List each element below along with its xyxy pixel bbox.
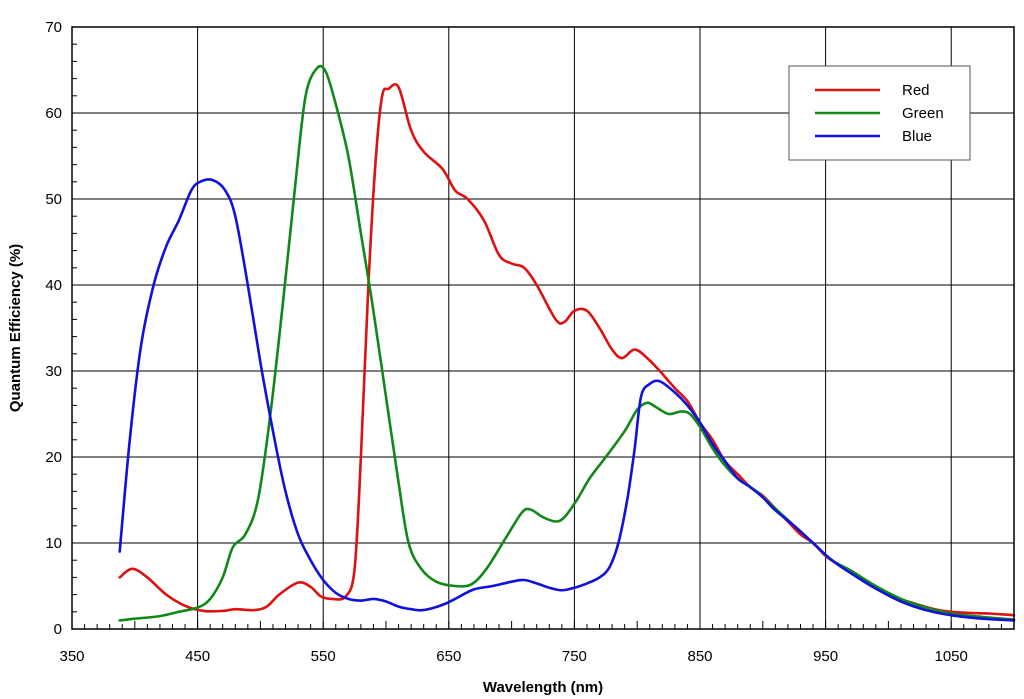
plot-frame (71, 26, 1015, 630)
x-tick-label: 350 (59, 648, 84, 665)
y-tick-label: 50 (45, 191, 62, 208)
y-tick-label: 10 (45, 535, 62, 552)
x-tick-label: 650 (436, 648, 461, 665)
y-tick-labels: 0 10 20 30 40 50 60 70 (45, 19, 62, 638)
x-tick-label: 950 (813, 648, 838, 665)
y-tick-label: 0 (54, 621, 62, 638)
y-tick-label: 30 (45, 363, 62, 380)
legend-label-red: Red (902, 82, 930, 99)
series-line-blue (118, 178, 1016, 622)
series-lines (118, 64, 1016, 622)
legend: Red Green Blue (788, 65, 971, 161)
legend-label-blue: Blue (902, 128, 932, 145)
y-tick-label: 40 (45, 277, 62, 294)
x-tick-label: 450 (185, 648, 210, 665)
x-tick-label: 750 (562, 648, 587, 665)
x-tick-label: 1050 (935, 648, 968, 665)
x-axis-title: Wavelength (nm) (483, 679, 603, 696)
legend-label-green: Green (902, 105, 944, 122)
y-tick-label: 70 (45, 19, 62, 36)
y-tick-label: 20 (45, 449, 62, 466)
x-tick-label: 850 (687, 648, 712, 665)
x-tick-label: 550 (311, 648, 336, 665)
x-tick-labels: 350 450 550 650 750 850 950 1050 (59, 648, 967, 665)
y-axis-title: Quantum Efficiency (%) (7, 244, 24, 412)
y-tick-label: 60 (45, 105, 62, 122)
